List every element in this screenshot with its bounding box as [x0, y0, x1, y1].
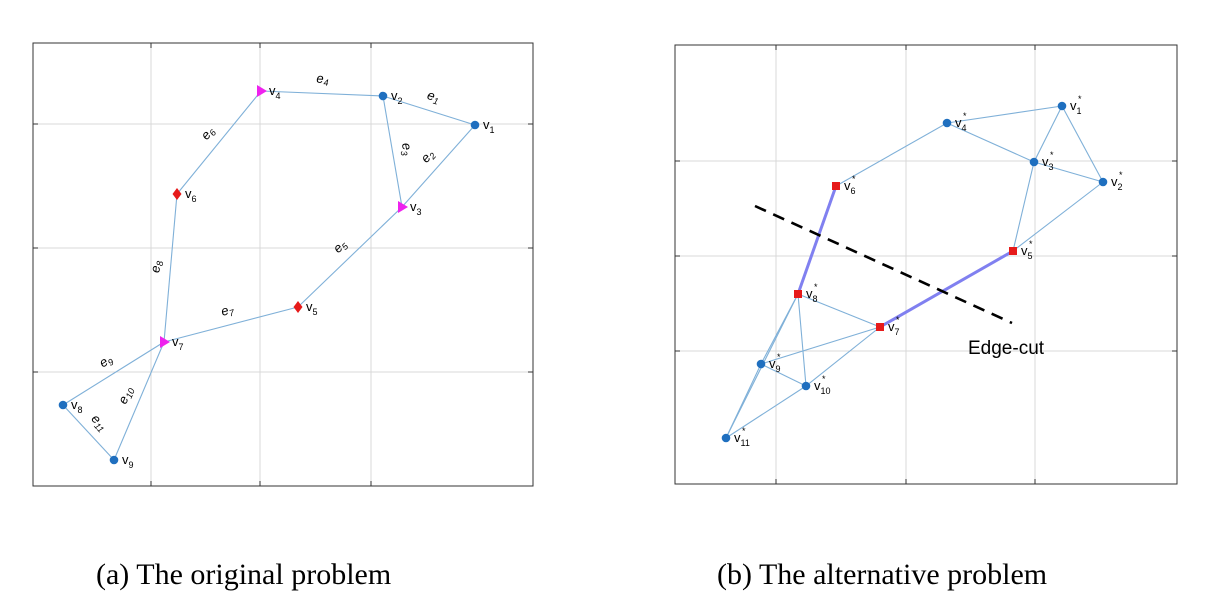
node-v10-marker: [801, 381, 811, 391]
node-v5-marker: [293, 301, 303, 313]
caption-a: (a) The original problem: [96, 558, 392, 591]
edge-v9-v10: [760, 363, 807, 387]
plot-area-b: [674, 44, 1178, 485]
node-star-v10: *: [822, 374, 826, 384]
node-label-v6: v6: [844, 178, 856, 196]
node-label-v10: v10: [814, 378, 831, 396]
node-label-v4: v4: [955, 115, 967, 133]
plot-frame: [674, 44, 1178, 485]
edge-v10-v7: [805, 326, 881, 387]
edge-v8-v9: [760, 293, 799, 365]
edge-v4-v3: [946, 122, 1035, 163]
edge-v2-v1: [382, 95, 476, 126]
edge-cut-line: [754, 204, 1013, 325]
edge-v3-v5: [297, 206, 403, 308]
edge-v8-v10: [797, 293, 807, 387]
node-v6-marker: [172, 188, 182, 200]
edge-v7-v9: [113, 341, 165, 461]
panel-a: e1 e2 e3 e4 e5 e6 e7 e8 e9 e10 e11 v1 v2 v3 v4 v5 v6 v7 v8…: [0, 0, 600, 607]
node-star-v3: *: [1050, 150, 1054, 160]
node-star-v11: *: [742, 426, 746, 436]
node-label-v5: v5: [1021, 243, 1033, 261]
node-star-v5: *: [1029, 239, 1033, 249]
node-v7-marker: [876, 323, 884, 331]
node-label-v7: v7: [888, 319, 900, 337]
node-label-v6: v6: [185, 186, 197, 204]
node-v11-marker: [721, 433, 731, 443]
node-label-v9: v9: [769, 356, 781, 374]
edge-v5-v7: [163, 306, 299, 343]
edge-v3-v5: [1012, 161, 1035, 252]
node-v2-marker: [378, 91, 388, 101]
node-label-v2: v2: [1111, 174, 1123, 192]
edge-v1-v3: [401, 124, 476, 208]
node-v6-marker: [832, 182, 840, 190]
node-label-v8: v8: [71, 397, 83, 415]
node-label-v1: v1: [483, 117, 495, 135]
node-star-v9: *: [777, 352, 781, 362]
edge-v4-v6: [176, 90, 262, 195]
plot-area-a: [32, 42, 534, 487]
edge-v8-v11: [725, 293, 799, 439]
edge-v5-v7: [879, 249, 1014, 329]
edge-v6-v8: [796, 185, 838, 295]
node-label-v7: v7: [172, 334, 184, 352]
edge-v9-v7: [760, 326, 881, 365]
node-v5-marker: [1009, 247, 1017, 255]
node-v9-marker: [109, 455, 119, 465]
edge-v4-v2: [260, 90, 384, 97]
edge-v3-v2: [1033, 161, 1104, 183]
node-label-v4: v4: [269, 83, 281, 101]
node-v3-marker: [1029, 157, 1039, 167]
caption-b: (b) The alternative problem: [717, 558, 1048, 591]
node-label-v8: v8: [806, 286, 818, 304]
node-label-v1: v1: [1070, 98, 1082, 116]
node-star-v7: *: [896, 315, 900, 325]
node-v8-marker: [794, 290, 802, 298]
node-star-v4: *: [963, 111, 967, 121]
node-star-v2: *: [1119, 170, 1123, 180]
plot-frame: [32, 42, 534, 487]
node-v3-marker: [398, 201, 408, 213]
edge-cut-annotation: Edge-cut: [968, 338, 1045, 359]
node-star-v1: *: [1078, 94, 1082, 104]
edge-v10-v11: [725, 385, 807, 439]
edge-v1-v2: [1061, 105, 1104, 183]
node-v1-marker: [470, 120, 480, 130]
edge-v2-v5: [1012, 181, 1104, 252]
node-label-v5: v5: [306, 299, 318, 317]
edge-v4-v6: [835, 122, 948, 187]
node-v9-marker: [756, 359, 766, 369]
node-star-v8: *: [814, 282, 818, 292]
node-label-v3: v3: [1042, 154, 1054, 172]
edge-v9-v11: [725, 363, 762, 439]
node-label-v2: v2: [391, 88, 403, 106]
graph-original-problem: e1e2e3e4e5e6e7e8e9e10e11v1v2v3v4v5v6v7v8…: [32, 42, 534, 487]
node-v8-marker: [58, 400, 68, 410]
node-v4-marker: [257, 85, 267, 97]
node-v2-marker: [1098, 177, 1108, 187]
node-label-v11: v11: [734, 430, 750, 448]
node-v1-marker: [1057, 101, 1067, 111]
edge-v4-v1: [946, 105, 1063, 124]
node-v7-marker: [160, 336, 170, 348]
edge-v1-v3: [1033, 105, 1063, 163]
edge-v6-v7: [163, 193, 178, 343]
edge-v8-v7: [797, 293, 881, 328]
node-v4-marker: [942, 118, 952, 128]
edge-v7-v8: [62, 341, 165, 406]
node-label-v3: v3: [410, 199, 422, 217]
node-star-v6: *: [852, 174, 856, 184]
node-label-v9: v9: [122, 452, 134, 470]
edge-v2-v3: [382, 95, 403, 208]
edge-v8-v9: [62, 404, 115, 461]
